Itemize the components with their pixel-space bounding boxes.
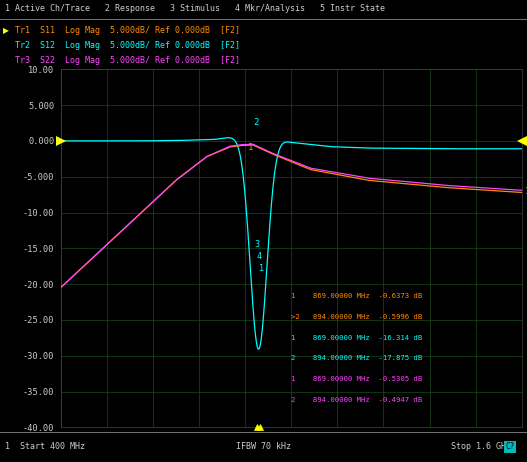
Text: 1  Start 400 MHz: 1 Start 400 MHz <box>5 443 85 451</box>
Text: ▶: ▶ <box>3 26 8 35</box>
Text: 1: 1 <box>259 264 264 273</box>
Text: 1: 1 <box>248 142 253 152</box>
Text: 2: 2 <box>253 118 259 127</box>
Text: 1 Active Ch/Trace   2 Response   3 Stimulus   4 Mkr/Analysis   5 Instr State: 1 Active Ch/Trace 2 Response 3 Stimulus … <box>5 4 385 12</box>
Text: Tr3  S22  Log Mag  5.000dB/ Ref 0.000dB  [F2]: Tr3 S22 Log Mag 5.000dB/ Ref 0.000dB [F2… <box>15 56 240 65</box>
Text: Stop 1.6 GHz: Stop 1.6 GHz <box>451 443 511 451</box>
Text: Tr2  S12  Log Mag  5.000dB/ Ref 0.000dB  [F2]: Tr2 S12 Log Mag 5.000dB/ Ref 0.000dB [F2… <box>15 41 240 50</box>
Text: 3: 3 <box>254 240 259 249</box>
Text: 1    869.00000 MHz  -0.5305 dB: 1 869.00000 MHz -0.5305 dB <box>291 376 423 382</box>
Text: 1: 1 <box>525 187 527 195</box>
Text: Tr1  S11  Log Mag  5.000dB/ Ref 0.000dB  [F2]: Tr1 S11 Log Mag 5.000dB/ Ref 0.000dB [F2… <box>15 26 240 35</box>
Text: C?: C? <box>505 443 515 451</box>
Text: IFBW 70 kHz: IFBW 70 kHz <box>236 443 291 451</box>
Text: 1    869.00000 MHz  -16.314 dB: 1 869.00000 MHz -16.314 dB <box>291 334 423 340</box>
Text: 2    894.00000 MHz  -0.4947 dB: 2 894.00000 MHz -0.4947 dB <box>291 397 423 403</box>
Text: 4: 4 <box>257 252 261 261</box>
Text: 2    894.00000 MHz  -17.875 dB: 2 894.00000 MHz -17.875 dB <box>291 355 423 361</box>
Text: >2   894.00000 MHz  -0.5996 dB: >2 894.00000 MHz -0.5996 dB <box>291 314 423 320</box>
Text: 1    869.00000 MHz  -0.6373 dB: 1 869.00000 MHz -0.6373 dB <box>291 293 423 299</box>
